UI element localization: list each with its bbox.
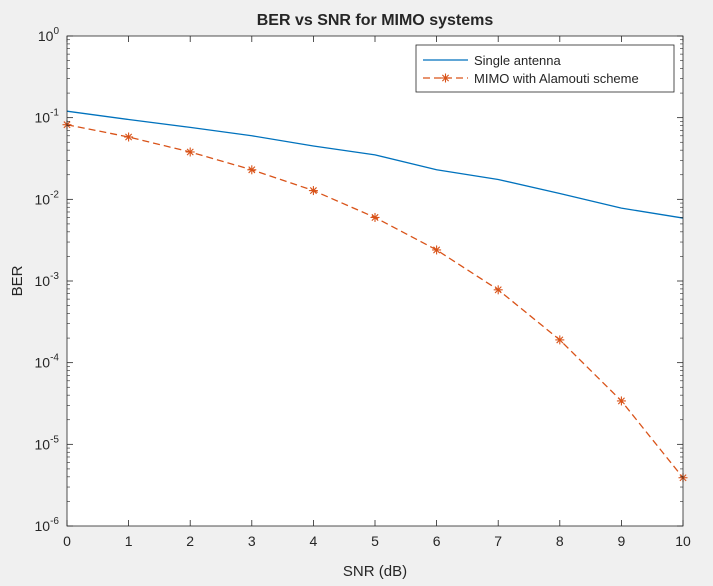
legend-box <box>415 44 675 93</box>
x-tick-label: 1 <box>125 533 133 549</box>
y-tick-label: 10-5 <box>35 434 60 452</box>
data-point <box>124 132 134 142</box>
x-tick-label: 5 <box>371 533 379 549</box>
legend-label-1: Single antenna <box>474 53 562 68</box>
data-point <box>616 396 626 406</box>
data-point <box>370 212 380 222</box>
data-point <box>308 186 318 196</box>
x-tick-label: 6 <box>433 533 441 549</box>
data-point <box>493 285 503 295</box>
x-tick-label: 4 <box>310 533 318 549</box>
legend-label-2: MIMO with Alamouti scheme <box>474 71 639 86</box>
y-tick-label: 10-3 <box>35 271 60 289</box>
x-tick-label: 0 <box>63 533 71 549</box>
data-point <box>247 165 257 175</box>
legend: Single antenna MIMO with Alamouti scheme <box>415 44 675 93</box>
x-tick-label: 9 <box>618 533 626 549</box>
x-axis-label: SNR (dB) <box>343 563 407 580</box>
plot-area <box>67 36 683 526</box>
x-tick-label: 10 <box>675 533 691 549</box>
series-line-1 <box>66 110 684 219</box>
data-layer <box>62 110 688 483</box>
y-tick-label: 100 <box>38 26 60 44</box>
y-tick-label: 10-2 <box>35 189 60 207</box>
axes-layer: 0 1 2 3 4 5 6 7 8 9 10 100 10-1 10-2 10-3 10-4 10-5 10-6 <box>35 26 691 549</box>
legend-marker <box>441 73 450 83</box>
y-tick-label: 10-6 <box>35 516 60 534</box>
y-tick-label: 10-4 <box>35 353 60 371</box>
x-tick-label: 2 <box>186 533 194 549</box>
x-tick-label: 8 <box>556 533 564 549</box>
y-axis-label: BER <box>9 265 26 296</box>
chart-title: BER vs SNR for MIMO systems <box>257 12 494 29</box>
data-point <box>185 147 195 157</box>
x-tick-label: 7 <box>494 533 502 549</box>
data-point <box>555 335 565 345</box>
data-point <box>432 245 442 255</box>
y-tick-label: 10-1 <box>35 108 60 126</box>
x-tick-label: 3 <box>248 533 256 549</box>
